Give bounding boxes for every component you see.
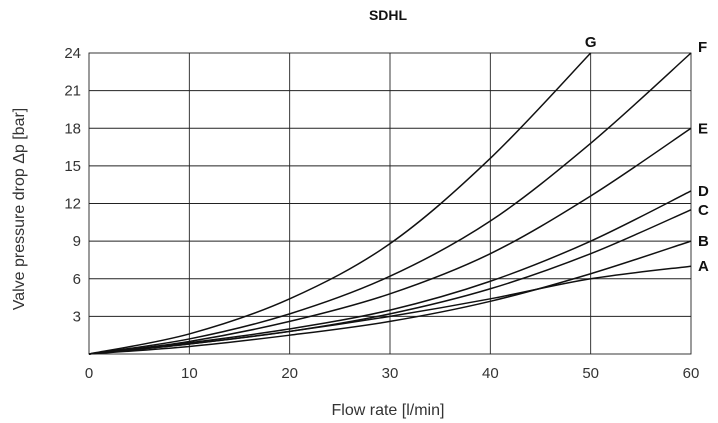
y-tick-label: 9 (73, 233, 81, 250)
x-tick-label: 50 (582, 365, 599, 382)
x-tick-label: 10 (181, 365, 198, 382)
chart-title: SDHL (369, 7, 408, 23)
series-line-G (88, 52, 592, 355)
x-tick-label: 20 (281, 365, 298, 382)
y-tick-label: 18 (64, 120, 81, 137)
series-label-D: D (698, 183, 709, 200)
x-axis-label: Flow rate [l/min] (332, 402, 445, 419)
series-line-D (88, 190, 692, 355)
series-label-G: G (585, 34, 597, 51)
curves (88, 52, 692, 355)
x-tick-label: 0 (85, 365, 93, 382)
grid (88, 52, 692, 355)
series-label-B: B (698, 233, 709, 250)
series-line-E (88, 127, 692, 355)
x-tick-label: 60 (683, 365, 700, 382)
series-line-F (88, 52, 692, 355)
x-tick-label: 40 (482, 365, 499, 382)
y-tick-label: 15 (64, 158, 81, 175)
series-label-A: A (698, 258, 709, 275)
y-tick-label: 21 (64, 83, 81, 100)
y-tick-label: 3 (73, 308, 81, 325)
series-label-C: C (698, 202, 709, 219)
series-line-B (88, 240, 692, 355)
tick-labels: 0 10 20 30 40 50 60 3 6 9 12 15 18 21 24 (64, 45, 699, 382)
y-tick-label: 24 (64, 45, 81, 62)
y-tick-label: 12 (64, 196, 81, 213)
series-line-C (88, 209, 692, 355)
x-tick-label: 30 (382, 365, 399, 382)
y-tick-label: 6 (73, 271, 81, 288)
y-axis-label: Valve pressure drop Δp [bar] (11, 108, 28, 311)
series-label-E: E (698, 120, 708, 137)
series-label-F: F (698, 39, 707, 56)
